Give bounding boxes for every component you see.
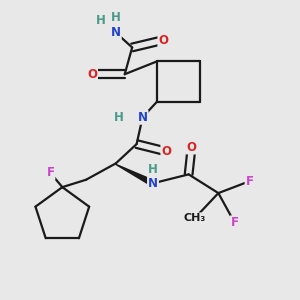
Text: H: H <box>148 163 158 176</box>
Text: H: H <box>111 11 121 24</box>
Text: F: F <box>46 167 54 179</box>
Text: O: O <box>187 140 196 154</box>
Text: O: O <box>87 68 97 81</box>
Polygon shape <box>116 164 154 186</box>
Text: H: H <box>114 111 124 124</box>
Text: O: O <box>161 145 171 158</box>
Text: O: O <box>158 34 168 46</box>
Text: F: F <box>231 216 239 229</box>
Text: F: F <box>246 175 254 188</box>
Text: H: H <box>96 14 106 27</box>
Text: N: N <box>148 177 158 190</box>
Text: N: N <box>111 26 121 39</box>
Text: N: N <box>138 111 148 124</box>
Text: CH₃: CH₃ <box>184 213 206 224</box>
